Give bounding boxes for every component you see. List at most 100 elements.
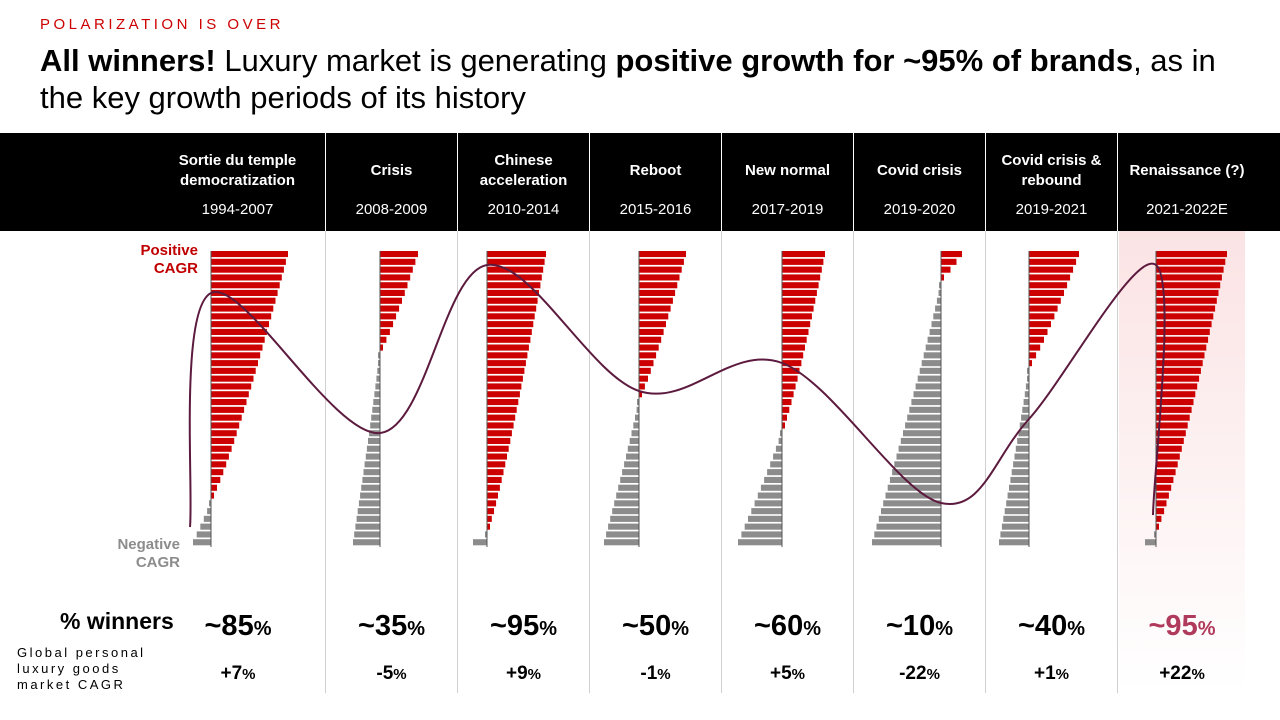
positive-brand-bar (782, 360, 802, 367)
negative-brand-bar (378, 360, 380, 367)
positive-brand-bar (782, 282, 819, 289)
negative-brand-bar (770, 461, 782, 468)
negative-brand-bar (907, 414, 941, 421)
header-divider (325, 133, 326, 231)
positive-brand-bar (487, 336, 531, 343)
negative-brand-bar (357, 508, 380, 515)
phase-header-2: Crisis 2008-2009 (326, 133, 457, 231)
winners-unit: % (935, 618, 953, 640)
negative-brand-bar (894, 461, 941, 468)
phase-header-7: Covid crisis & rebound 2019-2021 (986, 133, 1117, 231)
negative-brand-bar (1007, 492, 1029, 499)
positive-brand-bar (211, 282, 280, 289)
positive-brand-bar (1029, 344, 1041, 351)
negative-brand-bar (370, 422, 380, 429)
positive-brand-bar (380, 328, 390, 335)
negative-brand-bar (738, 539, 782, 546)
negative-brand-bar (885, 492, 941, 499)
winners-row-label: % winners (60, 608, 174, 634)
negative-brand-bar (355, 523, 380, 530)
negative-brand-bar (636, 406, 639, 413)
positive-brand-bar (1029, 266, 1074, 273)
negative-brand-bar (889, 476, 941, 483)
positive-brand-bar (487, 391, 520, 398)
header-divider (721, 133, 722, 231)
negative-brand-bar (196, 531, 211, 538)
market-trend-line (188, 262, 1166, 528)
positive-brand-bar (1029, 321, 1051, 328)
cagr-unit: % (242, 666, 256, 683)
positive-brand-bar (211, 251, 288, 258)
negative-brand-bar (473, 539, 487, 546)
negative-brand-bar (878, 515, 941, 522)
negative-brand-bar (362, 476, 380, 483)
negative-brand-bar (1000, 531, 1029, 538)
negative-brand-bar (933, 313, 941, 320)
positive-brand-bar (639, 360, 654, 367)
phase-name: Chinese acceleration (479, 152, 568, 189)
positive-brand-bar (782, 305, 814, 312)
cagr-unit: % (1055, 666, 1069, 683)
positive-brand-bar (1156, 282, 1221, 289)
negative-brand-bar (896, 453, 941, 460)
positive-brand-bar (782, 297, 816, 304)
negative-brand-bar (612, 508, 639, 515)
positive-brand-bar (639, 289, 676, 296)
negative-brand-bar (751, 508, 782, 515)
positive-brand-bar (639, 321, 666, 328)
positive-brand-bar (1156, 461, 1178, 468)
positive-brand-bar (1156, 289, 1219, 296)
positive-brand-bar (211, 492, 214, 499)
negative-brand-bar (903, 430, 941, 437)
phase-name: Renaissance (?) (1129, 162, 1245, 179)
negative-brand-bar (633, 422, 639, 429)
negative-brand-bar (358, 500, 380, 507)
positive-brand-bar (487, 445, 509, 452)
positive-brand-bar (1029, 305, 1058, 312)
positive-brand-bar (211, 352, 261, 359)
phase-period: 2010-2014 (487, 201, 560, 218)
kicker: POLARIZATION IS OVER (40, 16, 284, 33)
positive-brand-bar (380, 251, 418, 258)
positive-brand-bar (1156, 328, 1210, 335)
positive-brand-bar (639, 383, 645, 390)
negative-brand-bar (363, 469, 380, 476)
positive-brand-bar (782, 406, 790, 413)
positive-brand-bar (1156, 274, 1222, 281)
phase-period: 2021-2022E (1146, 201, 1228, 218)
positive-brand-bar (1029, 313, 1055, 320)
winners-number: ~95 (1148, 610, 1198, 642)
negative-brand-bar (629, 437, 639, 444)
cagr-number: +9 (505, 663, 528, 684)
positive-brand-bar (1156, 313, 1214, 320)
positive-brand-bar (380, 266, 413, 273)
negative-brand-bar (923, 352, 941, 359)
phase-header-8: Renaissance (?) 2021-2022E (1118, 133, 1256, 231)
positive-brand-bar (1029, 274, 1071, 281)
winners-value-4: ~50% (590, 610, 721, 643)
negative-brand-bar (361, 484, 380, 491)
negative-brand-bar (775, 445, 782, 452)
positive-brand-bar (487, 274, 542, 281)
positive-brand-bar (487, 305, 537, 312)
positive-brand-bar (487, 500, 497, 507)
negative-brand-bar (748, 515, 782, 522)
phase-header-1: Sortie du temple democratization 1994-200… (150, 133, 325, 231)
winners-number: ~40 (1018, 610, 1068, 642)
negative-brand-bar (1010, 476, 1029, 483)
negative-brand-bar (371, 414, 380, 421)
negative-brand-bar (936, 297, 941, 304)
column-divider (325, 133, 326, 693)
market-cagr-value-8: +22% (1118, 663, 1246, 685)
positive-brand-bar (211, 461, 227, 468)
negative-brand-bar (622, 469, 639, 476)
negative-brand-bar (624, 461, 639, 468)
negative-brand-bar (780, 430, 782, 437)
positive-brand-bar (639, 328, 664, 335)
positive-brand-bar (211, 360, 258, 367)
winners-value-7: ~40% (986, 610, 1117, 643)
positive-brand-bar (782, 352, 804, 359)
negative-brand-bar (905, 422, 941, 429)
positive-cagr-label: Positive CAGR (140, 242, 198, 277)
column-divider (1117, 133, 1118, 693)
